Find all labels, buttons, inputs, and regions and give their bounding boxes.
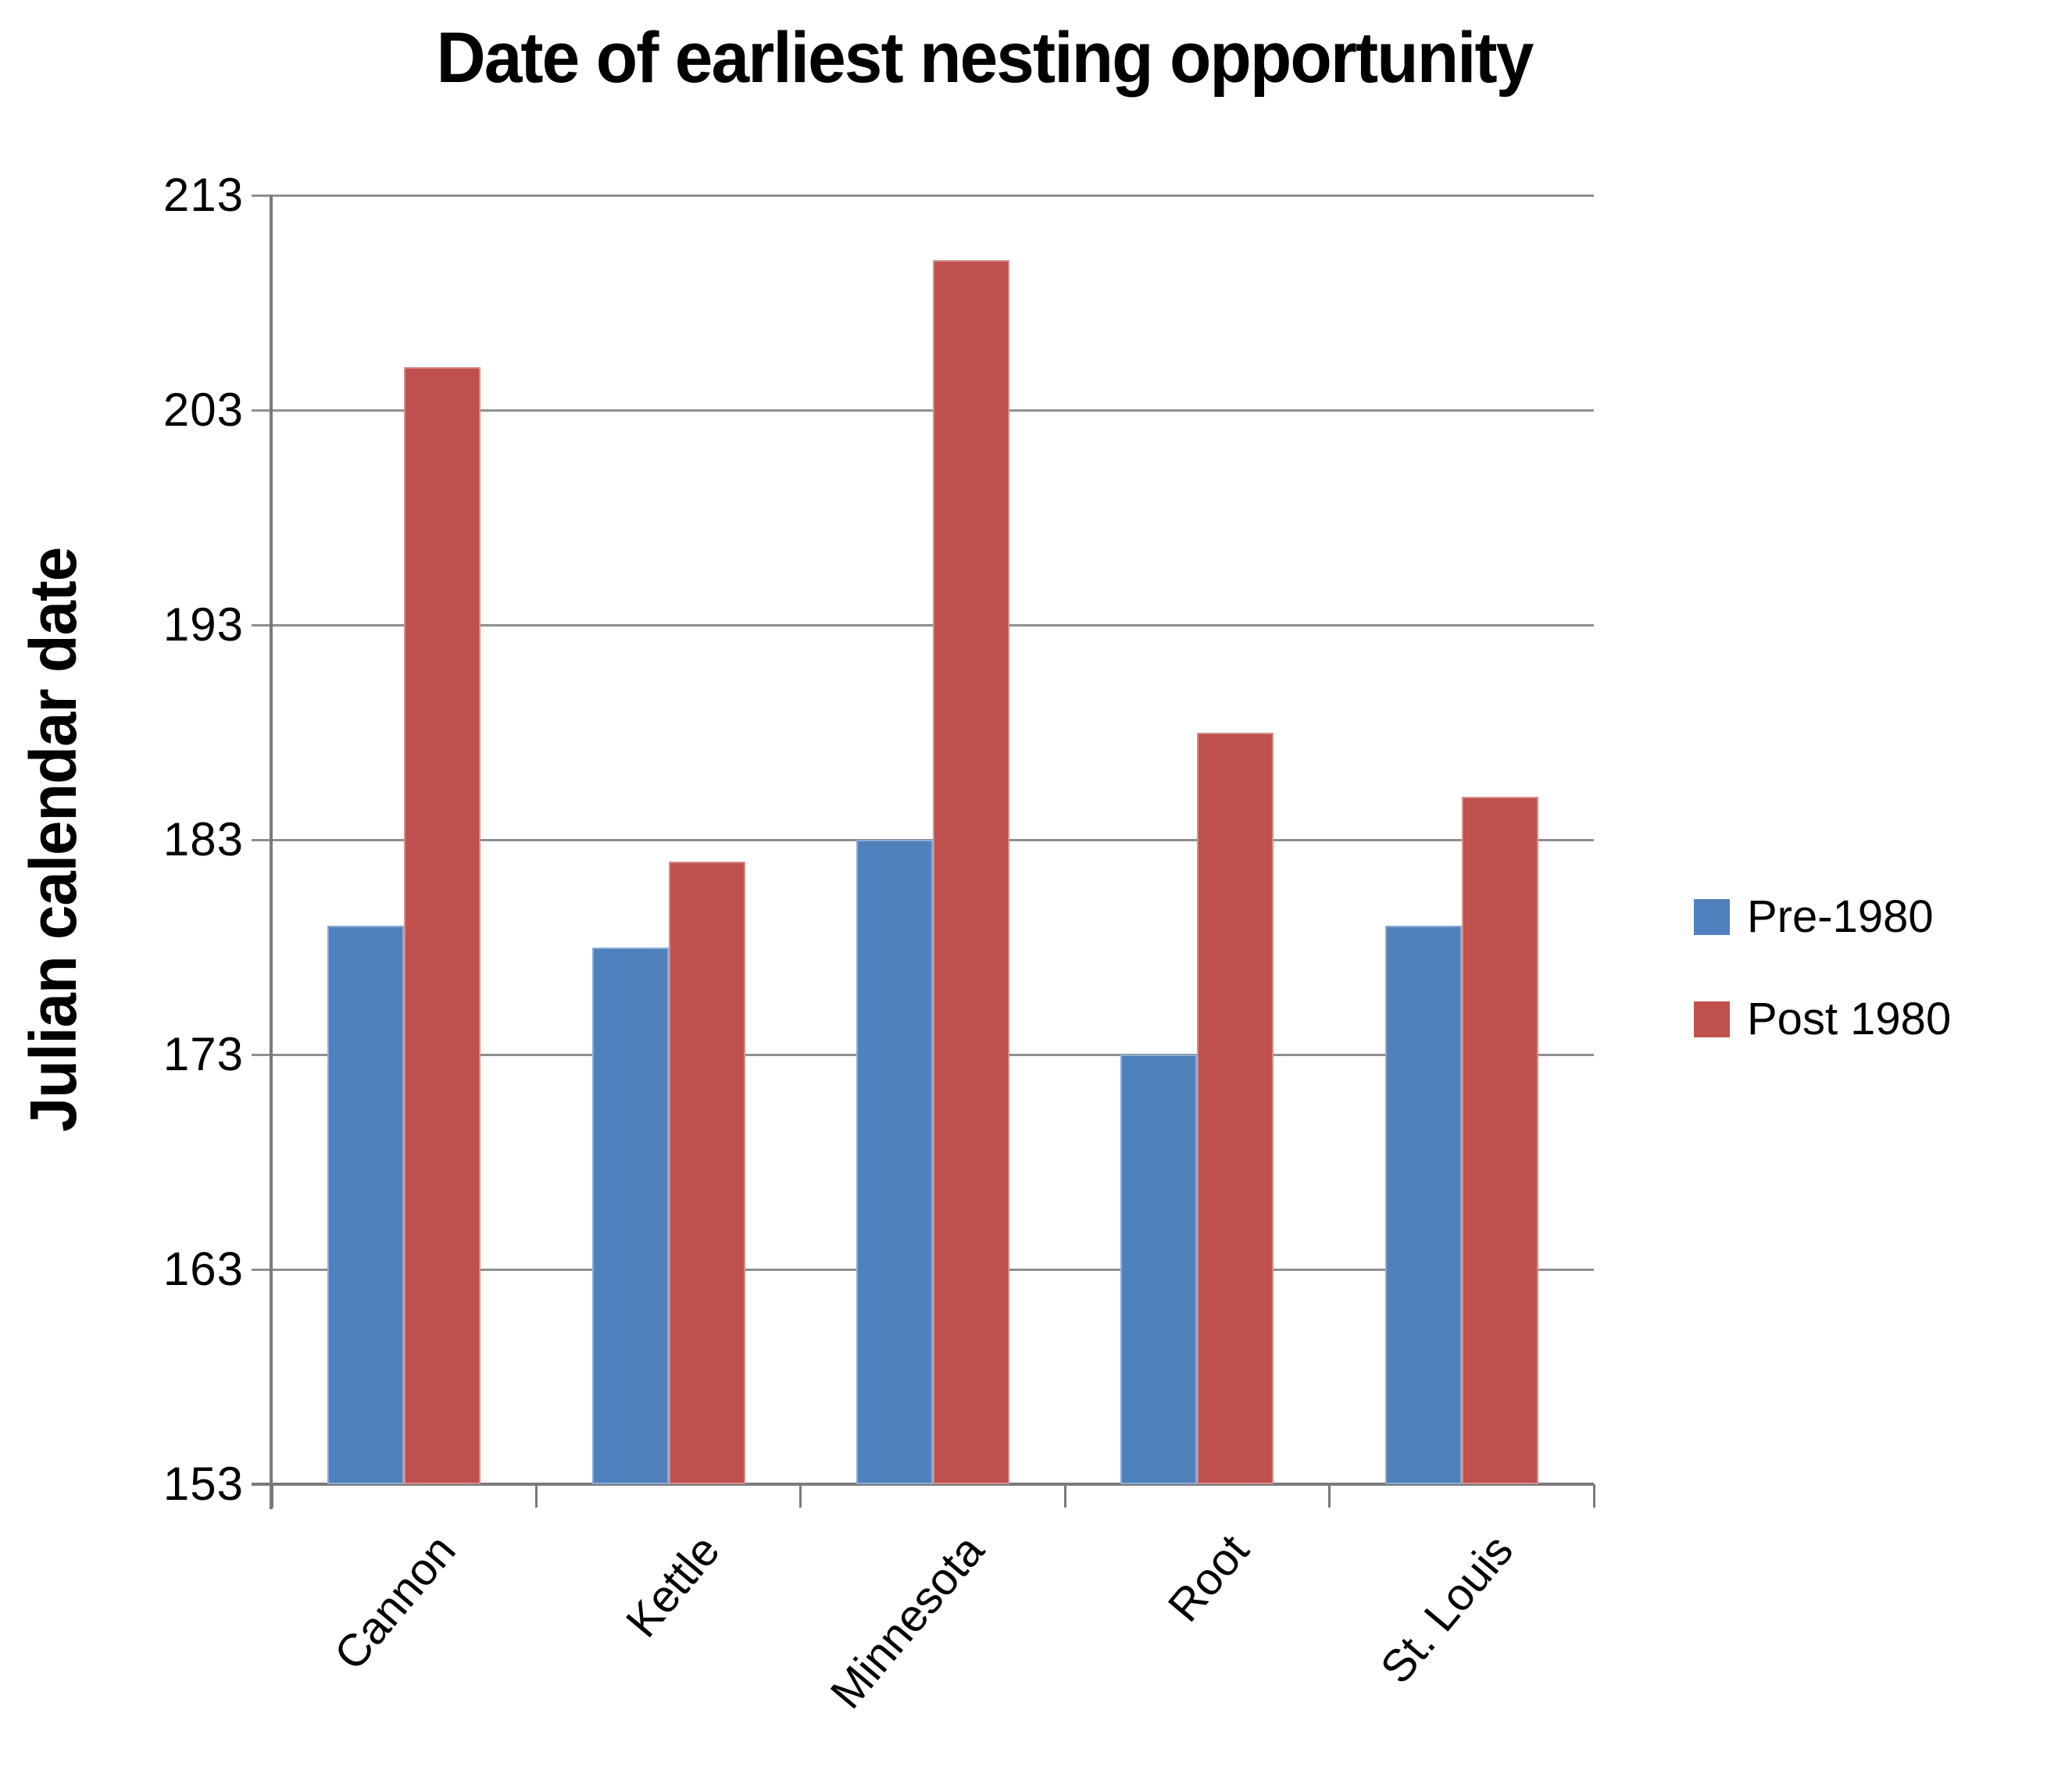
x-axis-tick-3 — [1063, 1484, 1066, 1508]
y-axis-label-193: 193 — [163, 598, 244, 651]
y-axis-line — [270, 195, 273, 1509]
y-axis-tick-193 — [252, 623, 272, 626]
y-axis-label-173: 173 — [163, 1028, 244, 1080]
x-axis-line — [252, 1483, 1594, 1486]
y-axis-tick-183 — [252, 838, 272, 841]
y-axis-tick-203 — [252, 409, 272, 412]
x-axis-label-root: Root — [1158, 1525, 1259, 1632]
y-axis-tick-213 — [252, 194, 272, 197]
y-axis-label-213: 213 — [163, 169, 244, 221]
bar-post-1980-st-louis — [1461, 797, 1538, 1484]
x-axis-tick-2 — [799, 1484, 802, 1508]
y-axis-tick-173 — [252, 1053, 272, 1056]
legend-item-pre-1980: Pre-1980 — [1694, 891, 1934, 943]
bar-pre-1980-cannon — [327, 926, 405, 1484]
x-axis-label-kettle: Kettle — [616, 1525, 731, 1647]
y-axis-label-203: 203 — [163, 384, 244, 436]
x-axis-tick-1 — [534, 1484, 538, 1508]
x-axis-tick-0 — [270, 1484, 273, 1508]
legend-label-pre-1980: Pre-1980 — [1747, 891, 1934, 942]
legend-swatch-post-1980 — [1694, 1001, 1730, 1037]
chart-title: Date of earliest nesting opportunity — [436, 18, 1534, 98]
bar-post-1980-root — [1197, 732, 1274, 1484]
y-axis-tick-163 — [252, 1268, 272, 1271]
bar-post-1980-minnesota — [933, 259, 1009, 1484]
y-axis-label-163: 163 — [163, 1243, 244, 1295]
bar-pre-1980-root — [1120, 1055, 1198, 1484]
bar-post-1980-kettle — [668, 861, 745, 1484]
legend-swatch-pre-1980 — [1694, 898, 1730, 935]
x-axis-label-minnesota: Minnesota — [820, 1525, 995, 1719]
y-axis-label-183: 183 — [163, 813, 244, 866]
bar-pre-1980-st-louis — [1384, 926, 1462, 1484]
x-axis-label-st-louis: St. Louis — [1370, 1525, 1524, 1694]
x-axis-tick-4 — [1328, 1484, 1331, 1508]
legend-label-post-1980: Post 1980 — [1747, 994, 1952, 1044]
gridline-213 — [272, 194, 1594, 197]
legend-item-post-1980: Post 1980 — [1694, 993, 1951, 1045]
bar-post-1980-cannon — [404, 367, 481, 1484]
y-axis-label-153: 153 — [163, 1458, 244, 1510]
x-axis-label-cannon: Cannon — [324, 1525, 466, 1680]
x-axis-tick-5 — [1592, 1484, 1595, 1508]
bar-pre-1980-minnesota — [856, 840, 933, 1484]
bar-pre-1980-kettle — [591, 947, 669, 1484]
